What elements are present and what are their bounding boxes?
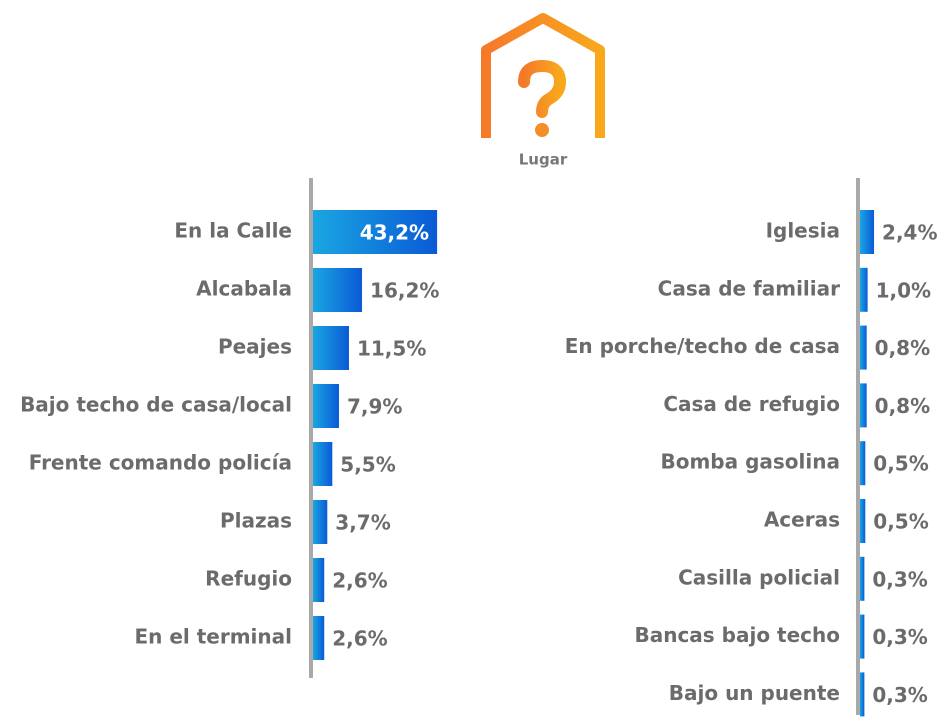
category-label: Bancas bajo techo: [634, 623, 840, 647]
value-label: 7,9%: [347, 395, 402, 419]
category-label: Peajes: [218, 335, 292, 359]
icon: [481, 13, 605, 138]
value-label: 0,5%: [873, 510, 928, 534]
house-outline: [481, 13, 605, 138]
question-dot: [535, 123, 549, 137]
bar: [860, 267, 868, 312]
bar: [313, 210, 438, 254]
bar: [313, 616, 325, 660]
bar: [313, 500, 328, 544]
value-label: 43,2%: [360, 221, 429, 245]
category-label: Bomba gasolina: [660, 450, 840, 474]
bar: [860, 672, 865, 717]
bar: [860, 325, 867, 370]
category-label: Iglesia: [766, 219, 840, 243]
category-label: En la Calle: [174, 219, 292, 243]
value-label: 0,3%: [872, 625, 927, 649]
category-label: En porche/techo de casa: [565, 334, 840, 358]
question-mark: [518, 59, 567, 118]
bar: [313, 268, 363, 312]
value-label: 0,3%: [872, 683, 927, 707]
bar: [860, 556, 865, 601]
category-label: En el terminal: [134, 625, 292, 649]
value-label: 2,6%: [332, 569, 387, 593]
value-label: 2,4%: [882, 221, 937, 245]
value-label: 3,7%: [335, 511, 390, 535]
category-label: Alcabala: [196, 277, 292, 301]
value-label: 0,8%: [875, 394, 930, 418]
category-label: Bajo techo de casa/local: [20, 393, 292, 417]
bar: [313, 384, 339, 428]
bar: [313, 558, 325, 602]
icon-label: Lugar: [519, 151, 568, 169]
value-label: 2,6%: [332, 627, 387, 651]
category-label: Frente comando policía: [29, 451, 292, 475]
category-label: Refugio: [205, 567, 292, 591]
bar: [860, 499, 866, 543]
bar: [860, 441, 866, 486]
value-label: 0,8%: [875, 336, 930, 360]
category-label: Bajo un puente: [669, 681, 840, 705]
bar: [313, 326, 349, 370]
bar: [860, 210, 875, 254]
category-label: Casilla policial: [678, 565, 840, 589]
bar: [860, 614, 865, 659]
bar: [860, 383, 867, 428]
bar: [313, 442, 333, 486]
value-label: 0,5%: [873, 452, 928, 476]
category-label: Aceras: [764, 508, 840, 532]
category-label: Plazas: [220, 509, 292, 533]
value-label: 1,0%: [876, 278, 931, 302]
category-label: Casa de familiar: [658, 276, 840, 300]
value-label: 11,5%: [357, 337, 426, 361]
value-label: 0,3%: [872, 567, 927, 591]
category-label: Casa de refugio: [663, 392, 840, 416]
value-label: 16,2%: [370, 279, 439, 303]
value-label: 5,5%: [340, 453, 395, 477]
